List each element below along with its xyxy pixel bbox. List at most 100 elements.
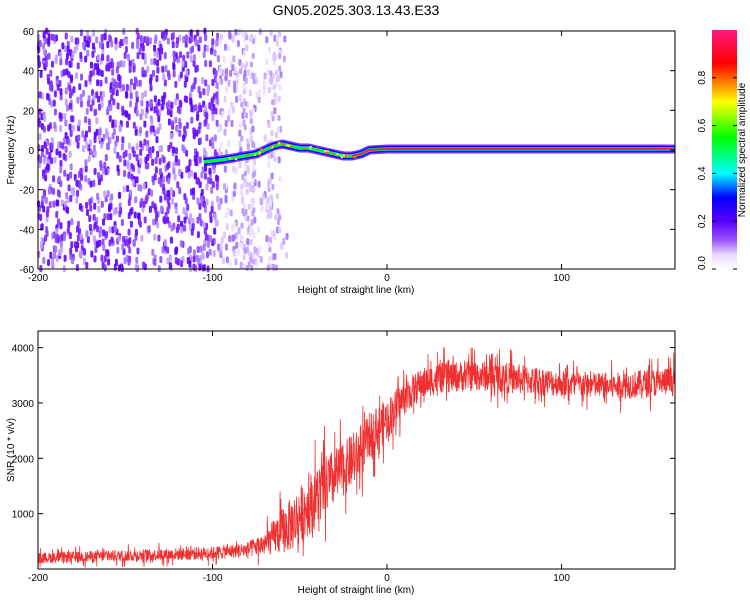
spectrogram-cell	[69, 195, 73, 203]
spectrogram-y-tick-label: -40	[20, 225, 35, 236]
spectrogram-cell	[151, 158, 155, 166]
spectrogram-cell	[213, 134, 217, 142]
spectrogram-cell	[227, 79, 231, 87]
spectrogram-cell	[101, 90, 105, 98]
spectrogram-cell	[68, 91, 72, 99]
spectrogram-cell	[153, 203, 157, 211]
spectrogram-cell	[52, 231, 56, 239]
spectrogram-cell	[38, 156, 42, 164]
spectrogram-cell	[216, 55, 220, 63]
spectrogram-cell	[196, 114, 200, 122]
spectrogram-cell	[42, 256, 46, 264]
spectrogram-cell	[274, 132, 278, 139]
spectrogram-cell	[57, 190, 61, 198]
spectrogram-cell	[178, 129, 182, 137]
spectrogram-cell	[68, 232, 72, 240]
spectrogram-cell	[196, 177, 200, 185]
spectrogram-cell	[201, 252, 205, 260]
spectrogram-cell	[204, 172, 208, 180]
spectrogram-cell	[185, 121, 189, 129]
spectrogram-cell	[86, 49, 90, 57]
spectrogram-cell	[132, 239, 136, 247]
spectrogram-cell	[276, 208, 280, 215]
spectrogram-cell	[178, 122, 182, 130]
snr-plot: -200 -100 0 100 1000 2000 3000 4000 Height of …	[6, 330, 676, 596]
spectrogram-cell	[131, 41, 135, 49]
snr-y-tick-label: 2000	[12, 454, 35, 465]
spectrogram-cell	[243, 247, 247, 254]
spectrogram-y-tick-label: -60	[20, 265, 35, 276]
signal-trace-speckle	[274, 143, 278, 147]
spectrogram-cell	[236, 40, 240, 48]
spectrogram-cell	[131, 146, 135, 154]
spectrogram-cell	[269, 30, 273, 37]
spectrogram-cell	[190, 105, 194, 113]
spectrogram-cell	[42, 157, 46, 165]
spectrogram-cell	[278, 84, 282, 91]
spectrogram-cell	[210, 186, 214, 194]
spectrogram-cell	[278, 65, 282, 72]
spectrogram-cell	[153, 36, 157, 44]
spectrogram-cell	[242, 254, 246, 261]
spectrogram-cell	[214, 219, 218, 227]
spectrogram-cell	[189, 55, 193, 63]
spectrogram-cell	[127, 171, 131, 179]
spectrogram-cell	[208, 167, 212, 175]
spectrogram-cell	[100, 101, 104, 109]
spectrogram-cell	[232, 165, 236, 173]
spectrogram-cell	[68, 60, 72, 68]
spectrogram-cell	[273, 253, 277, 261]
spectrogram-cell	[92, 235, 96, 243]
spectrogram-cell	[104, 168, 108, 176]
spectrogram-cell	[88, 214, 92, 222]
spectrogram-cell	[151, 201, 155, 209]
spectrogram-cell	[159, 195, 163, 203]
spectrogram-cell	[205, 251, 209, 259]
spectrogram-cell	[53, 121, 57, 129]
colorbar-label: Normalized spectral amplitude	[737, 82, 748, 217]
spectrogram-cell	[252, 187, 256, 194]
spectrogram-cell	[224, 196, 228, 204]
spectrogram-cell	[121, 84, 125, 92]
spectrogram-cell	[48, 201, 52, 209]
spectrogram-cell	[202, 221, 206, 229]
spectrogram-cell	[198, 91, 202, 99]
spectrogram-cell	[249, 256, 253, 263]
spectrogram-cell	[95, 63, 99, 71]
spectrogram-cell	[132, 121, 136, 129]
spectrogram-cell	[64, 87, 68, 95]
spectrogram-cell	[210, 136, 214, 144]
spectrogram-cell	[239, 234, 243, 241]
spectrogram-cell	[107, 258, 111, 266]
spectrogram-cell	[189, 169, 193, 177]
spectrogram-cell	[172, 63, 176, 71]
spectrogram-cell	[123, 52, 127, 60]
spectrogram-cell	[169, 236, 173, 244]
spectrogram-cell	[121, 136, 125, 144]
spectrogram-cell	[137, 167, 141, 175]
spectrogram-cell	[91, 50, 95, 58]
spectrogram-cell	[102, 244, 106, 252]
spectrogram-cell	[218, 148, 222, 156]
spectrogram-cell	[169, 187, 173, 195]
signal-trace-speckle	[269, 145, 272, 148]
spectrogram-cell	[64, 145, 68, 153]
spectrogram-cell	[272, 230, 276, 237]
spectrogram-cell	[182, 35, 186, 43]
spectrogram-cell	[228, 259, 232, 267]
spectrogram-cell	[205, 134, 209, 142]
spectrogram-cell	[275, 39, 279, 47]
spectrogram-cell	[79, 51, 83, 59]
spectrogram-cell	[210, 200, 214, 208]
spectrogram-cell	[226, 207, 230, 215]
spectrogram-cell	[176, 36, 180, 44]
spectrogram-cell	[189, 29, 193, 37]
spectrogram-cell	[142, 261, 146, 269]
spectrogram-cell	[84, 116, 88, 124]
spectrogram-cell	[155, 50, 159, 58]
spectrogram-cell	[84, 80, 88, 88]
spectrogram-cell	[133, 76, 137, 84]
spectrogram-cell	[99, 226, 103, 234]
spectrogram-cell	[240, 222, 244, 229]
spectrogram-cell	[223, 43, 227, 51]
